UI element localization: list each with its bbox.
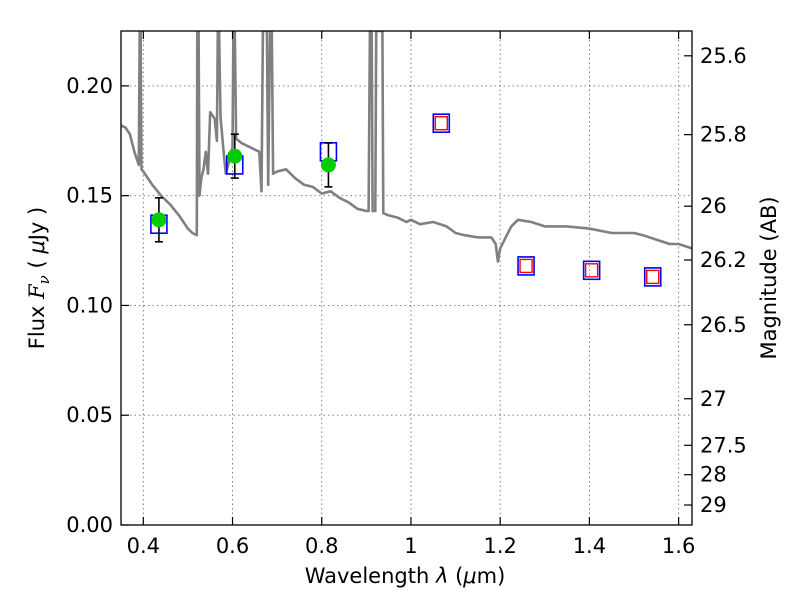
y-axis-label: Flux Fν ( μJy ) bbox=[25, 207, 53, 349]
mag-tick-label: 26.5 bbox=[700, 313, 747, 337]
y2-axis-label: Magnitude (AB) bbox=[757, 196, 781, 359]
x-axis-label-open: ( bbox=[448, 564, 463, 588]
axes: 0.4 0.6 0.8 1 1.2 1.4 1.6 0.00 0.05 0.10 0.15 0.20 2… bbox=[66, 30, 747, 558]
y-axis-label-nu: ν bbox=[35, 275, 53, 284]
model-photometry-square bbox=[643, 267, 662, 287]
x-tick-label: 1.6 bbox=[662, 534, 695, 558]
spectrum-line bbox=[121, 31, 692, 263]
model-photometry-square bbox=[582, 260, 601, 281]
x-tick-label: 0.4 bbox=[127, 534, 160, 558]
model-photometry-inner-square bbox=[519, 258, 533, 274]
mag-tick-label: 26.2 bbox=[700, 248, 747, 272]
mag-tick-label: 25.6 bbox=[700, 44, 747, 68]
y-axis-label-open: ( bbox=[25, 254, 49, 276]
x-tick-label: 0.8 bbox=[305, 534, 338, 558]
model-photometry-inner-square bbox=[646, 269, 660, 285]
observed-photometry-point bbox=[320, 157, 336, 173]
mag-tick-label: 27 bbox=[700, 387, 727, 411]
x-axis-label: Wavelength λ (μm) bbox=[305, 564, 506, 588]
model-photometry-square bbox=[432, 113, 451, 134]
y-tick-label: 0.05 bbox=[66, 403, 113, 427]
y-tick-label: 0.15 bbox=[66, 184, 113, 208]
mag-tick-label: 25.8 bbox=[700, 123, 747, 147]
mag-tick-label: 29 bbox=[700, 493, 727, 517]
x-axis-label-close: m) bbox=[477, 564, 506, 588]
x-tick-label: 0.6 bbox=[216, 534, 249, 558]
x-axis-label-prefix: Wavelength bbox=[305, 564, 436, 588]
x-axis-label-mu: μ bbox=[462, 564, 476, 588]
observed-photometry-point bbox=[227, 148, 243, 164]
x-tick-label: 1 bbox=[404, 534, 417, 558]
grid-lines bbox=[121, 31, 692, 526]
model-photometry-inner-square bbox=[434, 116, 448, 131]
mag-tick-label: 28 bbox=[700, 463, 727, 487]
plot-frame bbox=[120, 30, 693, 526]
observed-photometry-point bbox=[151, 212, 167, 228]
y-axis-label-F: F bbox=[25, 283, 49, 300]
y-tick-label: 0.00 bbox=[66, 513, 113, 537]
y-axis-label-close: Jy ) bbox=[25, 207, 49, 243]
y-tick-label: 0.20 bbox=[66, 74, 113, 98]
model-photometry-inner-square bbox=[584, 263, 599, 278]
data-series bbox=[121, 31, 692, 287]
y-axis-label-prefix: Flux bbox=[25, 299, 49, 349]
x-tick-label: 1.4 bbox=[573, 534, 606, 558]
y-axis-label-mu: μ bbox=[25, 240, 49, 254]
x-axis-label-lambda: λ bbox=[435, 564, 448, 588]
x-tick-label: 1.2 bbox=[483, 534, 516, 558]
y-tick-label: 0.10 bbox=[66, 293, 113, 317]
mag-tick-label: 26 bbox=[700, 194, 727, 218]
mag-tick-label: 27.5 bbox=[700, 433, 747, 457]
model-photometry-square bbox=[517, 256, 535, 276]
